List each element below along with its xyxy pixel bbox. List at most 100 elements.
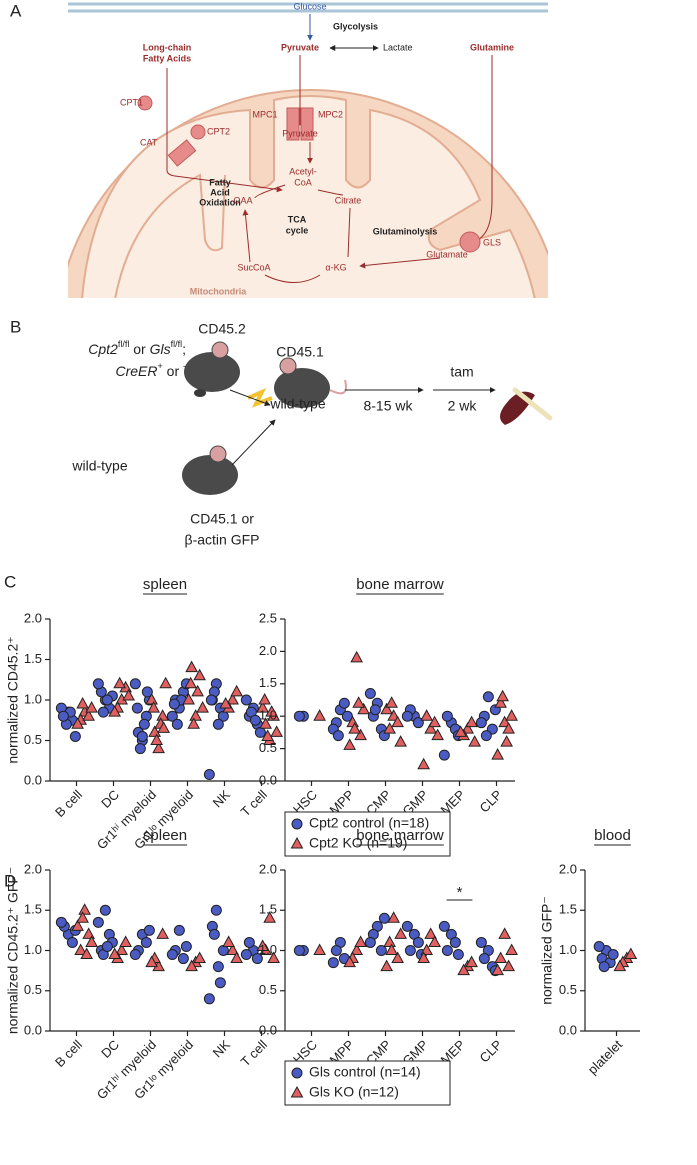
- label: Lactate: [383, 42, 413, 52]
- y-axis-label: normalized GFP⁻: [539, 896, 555, 1005]
- point: [364, 936, 376, 948]
- label: Pyruvate: [282, 128, 318, 138]
- point: [145, 955, 158, 968]
- point: [57, 710, 69, 722]
- point: [92, 678, 104, 690]
- point: [134, 743, 146, 755]
- point: [375, 945, 387, 956]
- point: [138, 718, 150, 730]
- point: [82, 927, 95, 939]
- point: [261, 729, 274, 741]
- label: CD45.1 or: [190, 511, 254, 527]
- point: [214, 977, 226, 989]
- point: [240, 949, 252, 961]
- diagram-b: CD45.2 CD45.1 wild-type wild-type Cpt2fl…: [71, 321, 553, 548]
- label: CAT: [140, 137, 158, 147]
- x-tick-label: B cell: [52, 1037, 85, 1070]
- point: [210, 904, 222, 916]
- point: [259, 717, 272, 729]
- label: wild-type: [71, 458, 127, 474]
- point: [219, 697, 232, 709]
- point: [193, 668, 206, 681]
- point: [145, 692, 158, 705]
- point: [391, 951, 404, 964]
- point: [593, 940, 605, 952]
- point: [76, 697, 89, 709]
- y-tick-label: 1.0: [24, 942, 42, 957]
- y-tick-label: 0.5: [24, 732, 42, 747]
- point: [212, 961, 224, 973]
- point: [380, 959, 393, 972]
- point: [380, 702, 393, 715]
- point: [417, 757, 430, 770]
- point: [357, 702, 370, 715]
- point: [173, 924, 185, 936]
- point: [412, 936, 424, 948]
- point: [352, 696, 365, 708]
- y-tick-label: 0.0: [559, 1022, 577, 1037]
- label: tam: [450, 364, 473, 380]
- point: [401, 710, 413, 722]
- arrow: [359, 257, 441, 269]
- point: [491, 963, 504, 976]
- point: [502, 959, 515, 972]
- point: [424, 927, 437, 939]
- point: [208, 928, 220, 940]
- point: [505, 709, 518, 721]
- point: [454, 725, 467, 737]
- y-tick-label: 0.0: [259, 1022, 277, 1037]
- label: α-KG: [325, 262, 346, 272]
- label: TCA: [288, 214, 307, 224]
- point: [185, 959, 198, 972]
- point: [203, 993, 215, 1005]
- label: CD45.2: [198, 321, 246, 337]
- point: [92, 916, 104, 928]
- y-tick-label: 0.5: [259, 740, 277, 755]
- point: [498, 927, 511, 939]
- legend-marker: [290, 1085, 304, 1098]
- point: [191, 684, 204, 697]
- point: [478, 953, 490, 965]
- point: [159, 676, 172, 689]
- mouse: [184, 341, 240, 397]
- point: [85, 935, 98, 947]
- chart-title: spleen: [143, 827, 187, 844]
- point: [496, 689, 509, 702]
- label: CoA: [294, 177, 312, 187]
- point: [129, 678, 141, 690]
- point: [143, 924, 155, 936]
- point: [254, 726, 266, 738]
- point: [256, 701, 269, 713]
- point: [498, 715, 511, 728]
- point: [185, 660, 198, 673]
- label: Long-chain: [143, 42, 192, 52]
- point: [354, 935, 367, 947]
- legend-entry: Gls control (n=14): [309, 1064, 421, 1080]
- point: [256, 939, 269, 951]
- y-tick-label: 1.0: [259, 708, 277, 723]
- point: [140, 936, 152, 948]
- point: [449, 936, 461, 948]
- y-tick-label: 2.5: [259, 610, 277, 625]
- point: [270, 725, 283, 737]
- label: Glycolysis: [333, 21, 378, 31]
- label: OAA: [233, 195, 252, 205]
- point: [152, 741, 165, 754]
- genotype: CreER+ or -: [115, 361, 186, 378]
- point: [76, 911, 89, 923]
- point: [348, 722, 361, 734]
- y-tick-label: 0.5: [259, 982, 277, 997]
- point: [465, 955, 478, 968]
- mpc2: [300, 107, 314, 141]
- y-tick-label: 2.0: [259, 643, 277, 658]
- legend-marker: [290, 836, 304, 849]
- point: [438, 920, 450, 932]
- label: Fatty Acids: [143, 53, 191, 63]
- point: [313, 709, 326, 721]
- point: [180, 940, 192, 952]
- point: [494, 696, 507, 708]
- irradiation: [247, 388, 273, 408]
- point: [222, 935, 235, 947]
- label: Glutamine: [470, 42, 514, 52]
